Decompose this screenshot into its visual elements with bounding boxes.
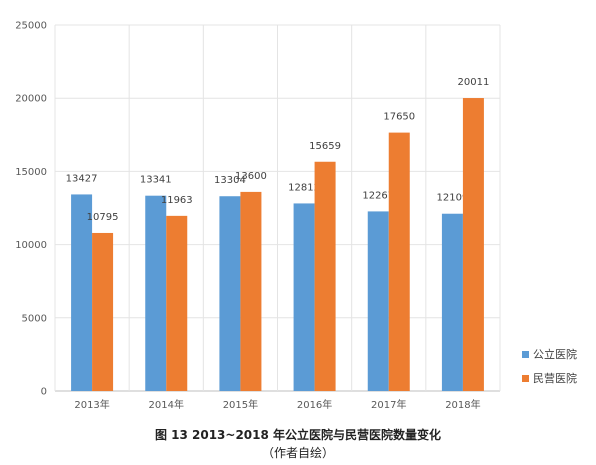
bar bbox=[441, 213, 463, 391]
figure-caption: 图 13 2013~2018 年公立医院与民营医院数量变化 bbox=[154, 428, 442, 442]
bar bbox=[219, 196, 241, 391]
x-tick-label: 2013年 bbox=[74, 398, 109, 411]
y-tick-label: 25000 bbox=[15, 21, 47, 32]
y-tick-label: 5000 bbox=[22, 313, 47, 324]
bar bbox=[314, 161, 336, 391]
legend-label: 民营医院 bbox=[533, 371, 577, 385]
data-label: 20011 bbox=[458, 77, 490, 88]
data-label: 12109 bbox=[437, 193, 469, 204]
x-tick-label: 2018年 bbox=[445, 398, 480, 411]
y-tick-label: 10000 bbox=[15, 240, 47, 251]
bar bbox=[388, 132, 410, 391]
data-label: 13341 bbox=[140, 175, 172, 186]
bar bbox=[71, 194, 93, 391]
y-tick-label: 0 bbox=[41, 387, 47, 398]
bar bbox=[367, 211, 389, 391]
data-label: 17650 bbox=[383, 112, 415, 123]
y-tick-label: 15000 bbox=[15, 167, 47, 178]
data-label: 13427 bbox=[66, 173, 98, 184]
data-label: 10795 bbox=[87, 212, 119, 223]
data-label: 12812 bbox=[288, 182, 320, 193]
bar bbox=[145, 195, 167, 391]
data-label: 12267 bbox=[362, 190, 394, 201]
legend-swatch bbox=[522, 351, 529, 358]
data-label: 13304 bbox=[214, 175, 246, 186]
x-tick-label: 2016年 bbox=[297, 398, 332, 411]
x-tick-label: 2015年 bbox=[223, 398, 258, 411]
bar bbox=[293, 203, 315, 391]
data-label: 13600 bbox=[235, 171, 267, 182]
bar-chart: 0 5000 10000 15000 20000 25000 13427 10795 2013年… bbox=[15, 21, 577, 412]
chart-svg: 0 5000 10000 15000 20000 25000 13427 10795 2013年… bbox=[15, 21, 577, 412]
legend-swatch bbox=[522, 375, 529, 382]
bar bbox=[240, 191, 262, 391]
bar bbox=[462, 98, 484, 391]
bar bbox=[166, 215, 188, 391]
data-label: 11963 bbox=[161, 195, 193, 206]
data-label: 15659 bbox=[309, 141, 341, 152]
y-tick-label: 20000 bbox=[15, 94, 47, 105]
x-tick-label: 2017年 bbox=[371, 398, 406, 411]
figure-caption-note: （作者自绘） bbox=[261, 446, 334, 460]
legend-label: 公立医院 bbox=[533, 347, 577, 361]
x-tick-label: 2014年 bbox=[149, 398, 184, 411]
bar bbox=[92, 232, 114, 391]
